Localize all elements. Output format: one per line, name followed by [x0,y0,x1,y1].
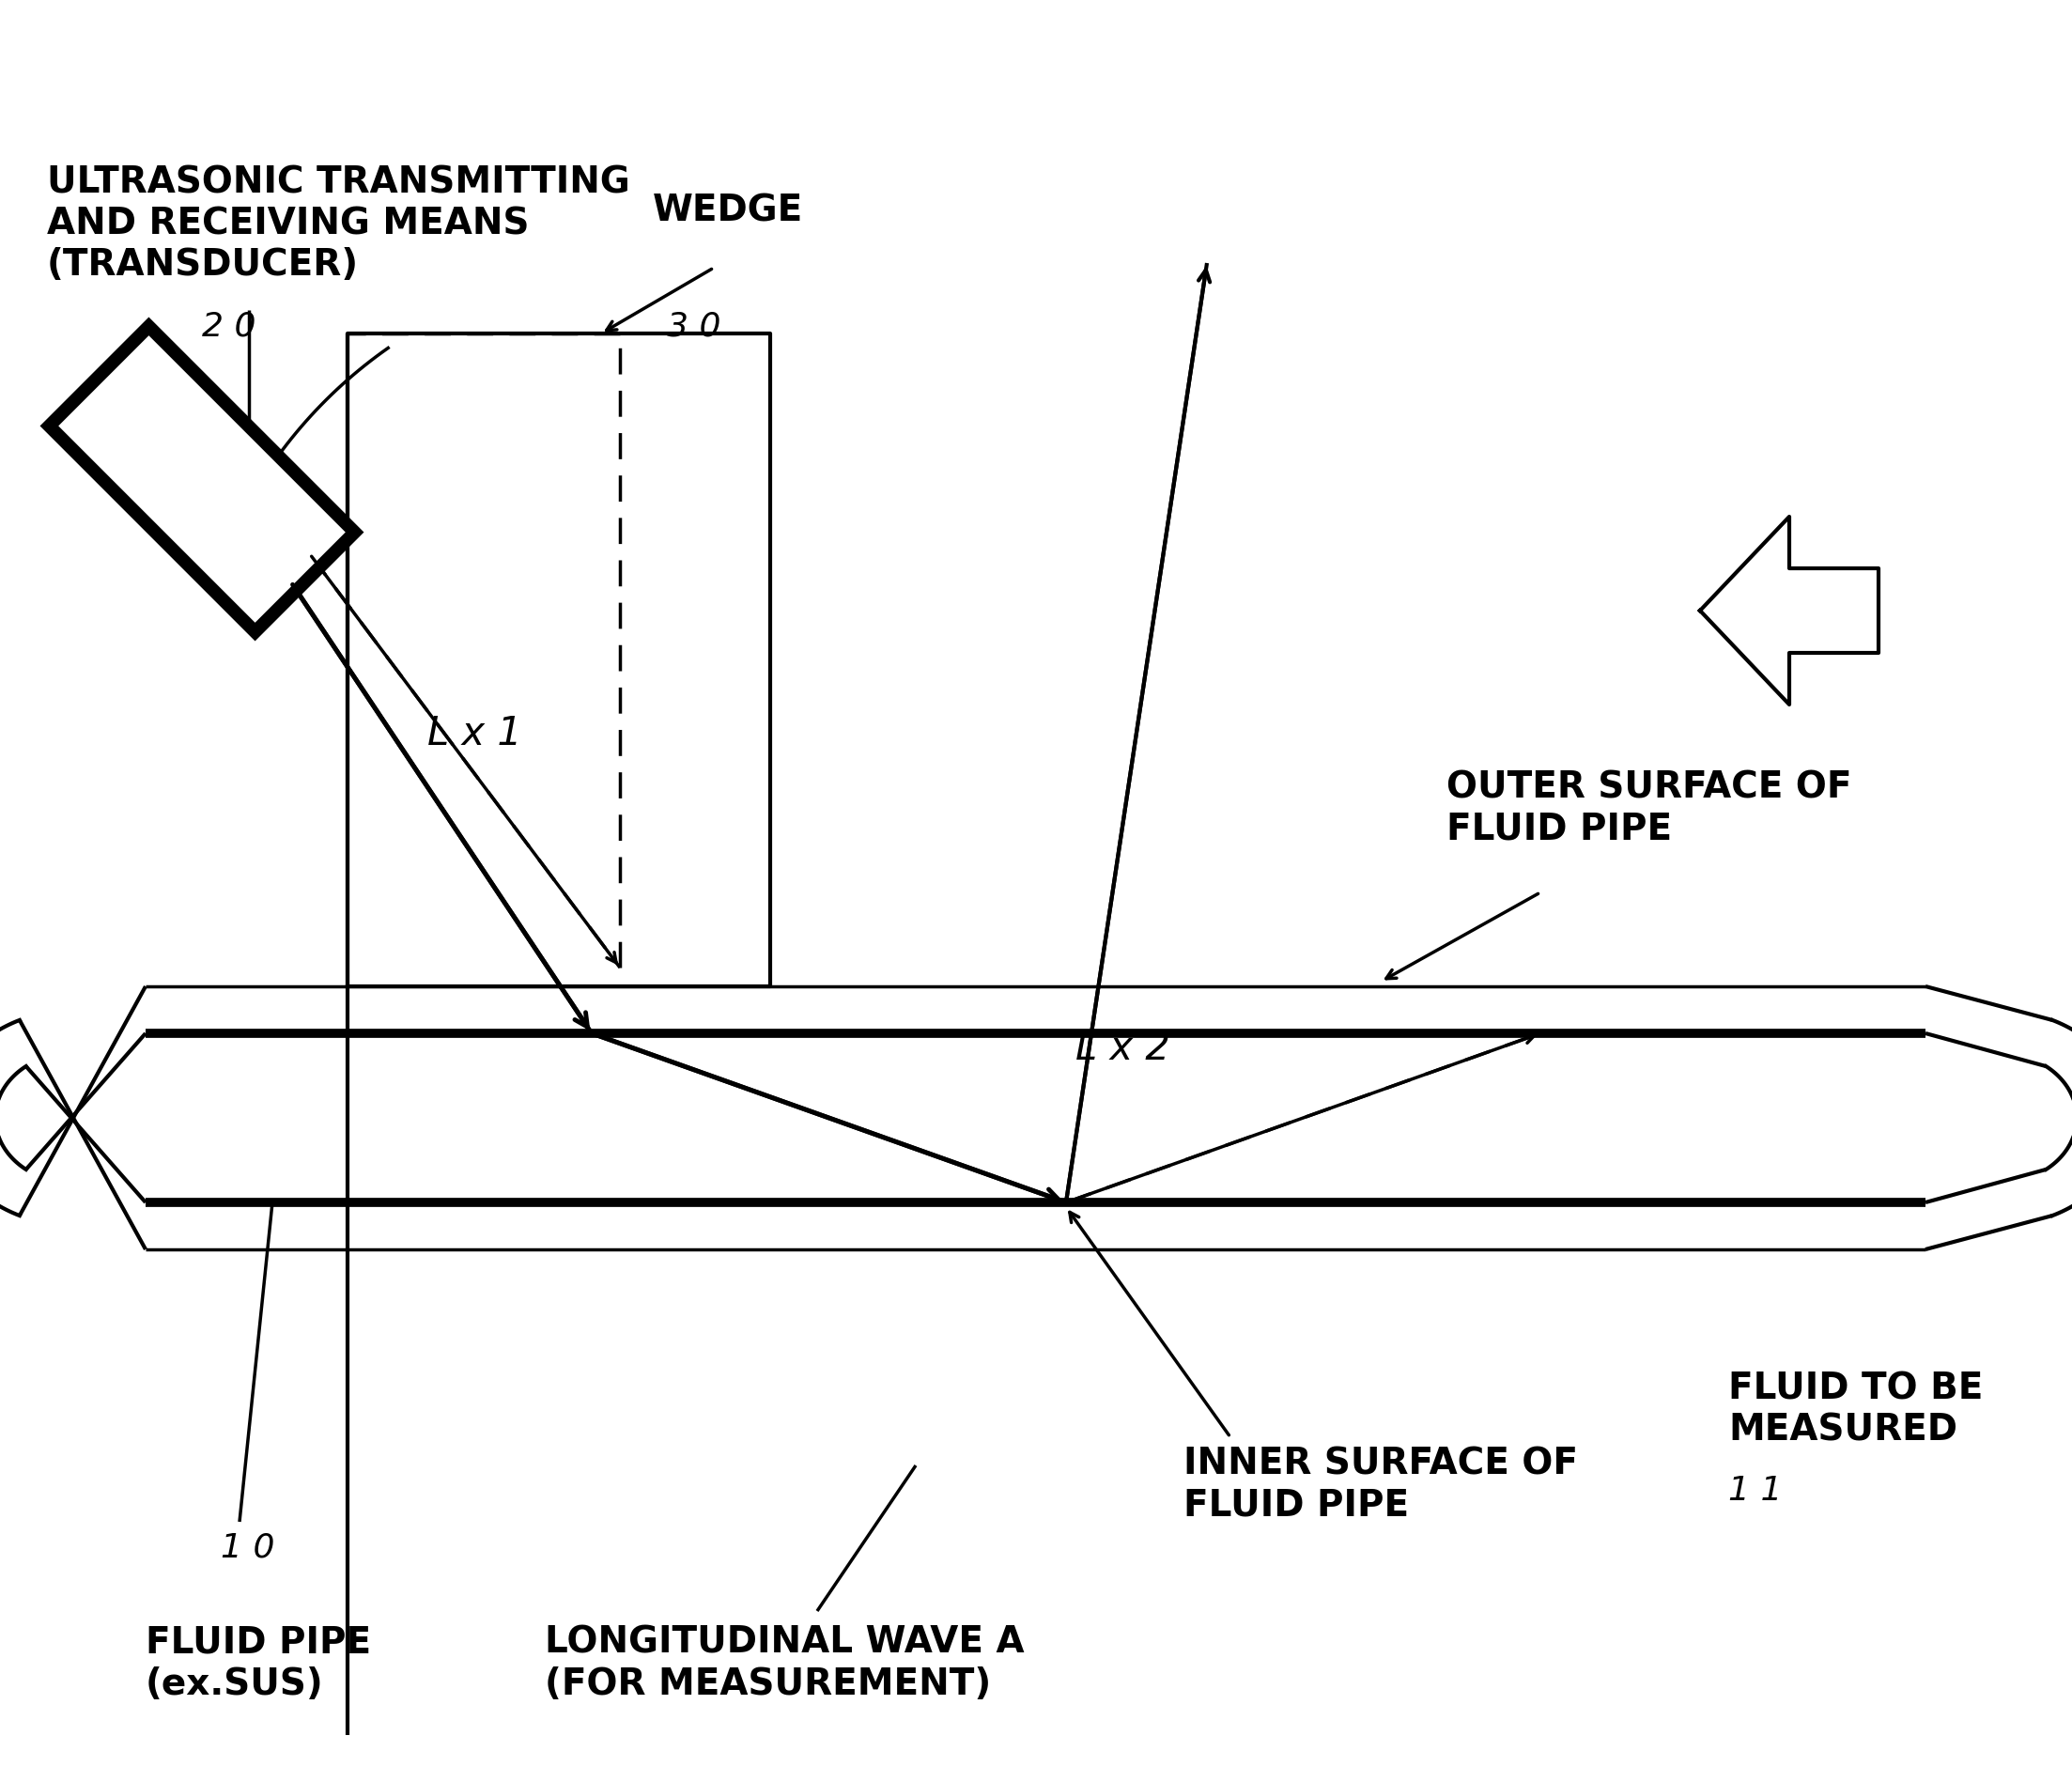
Text: LONGITUDINAL WAVE A
(FOR MEASUREMENT): LONGITUDINAL WAVE A (FOR MEASUREMENT) [545,1625,1024,1702]
Polygon shape [50,326,354,633]
Text: L x 2: L x 2 [1075,1028,1171,1067]
Text: 3 0: 3 0 [667,310,721,342]
Text: OUTER SURFACE OF
FLUID PIPE: OUTER SURFACE OF FLUID PIPE [1446,770,1852,846]
Text: L x 1: L x 1 [427,715,522,754]
Text: 2 0: 2 0 [201,310,257,342]
Text: WEDGE: WEDGE [653,192,804,228]
Text: INNER SURFACE OF
FLUID PIPE: INNER SURFACE OF FLUID PIPE [1183,1447,1579,1524]
Text: ULTRASONIC TRANSMITTING
AND RECEIVING MEANS
(TRANSDUCER): ULTRASONIC TRANSMITTING AND RECEIVING ME… [48,164,630,283]
Text: 1 0: 1 0 [222,1531,276,1563]
Text: FLUID TO BE
MEASURED: FLUID TO BE MEASURED [1728,1372,1983,1449]
Text: 1 1: 1 1 [1728,1475,1782,1508]
Text: FLUID PIPE
(ex.SUS): FLUID PIPE (ex.SUS) [145,1625,371,1702]
